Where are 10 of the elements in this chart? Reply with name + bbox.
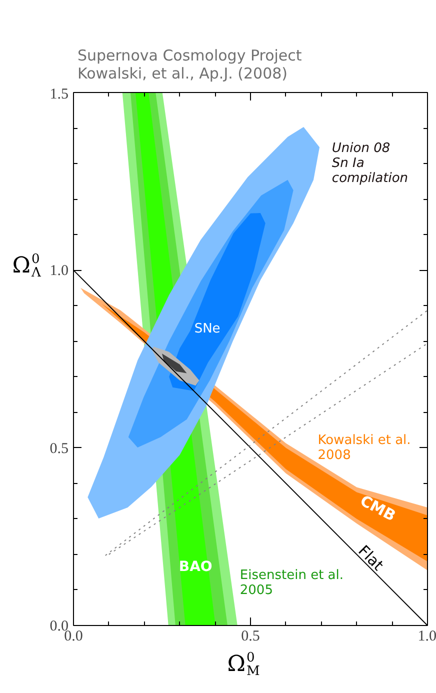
- annotation: CMB: [357, 492, 399, 525]
- annotation: Union 08 Sn Ia compilation: [332, 141, 408, 186]
- y-tick-label: 1.5: [50, 86, 68, 102]
- annotation: BAO: [178, 558, 212, 575]
- annotation: Kowalski et al. 2008: [318, 432, 411, 463]
- y-tick-label: 1.0: [50, 263, 68, 280]
- annotation: SNe: [194, 321, 220, 336]
- y-tick-label: 0.5: [50, 440, 68, 457]
- chart-title: Supernova Cosmology Project Kowalski, et al., Ap.J. (2008): [78, 46, 302, 82]
- annotation: Eisenstein et al. 2005: [240, 568, 344, 598]
